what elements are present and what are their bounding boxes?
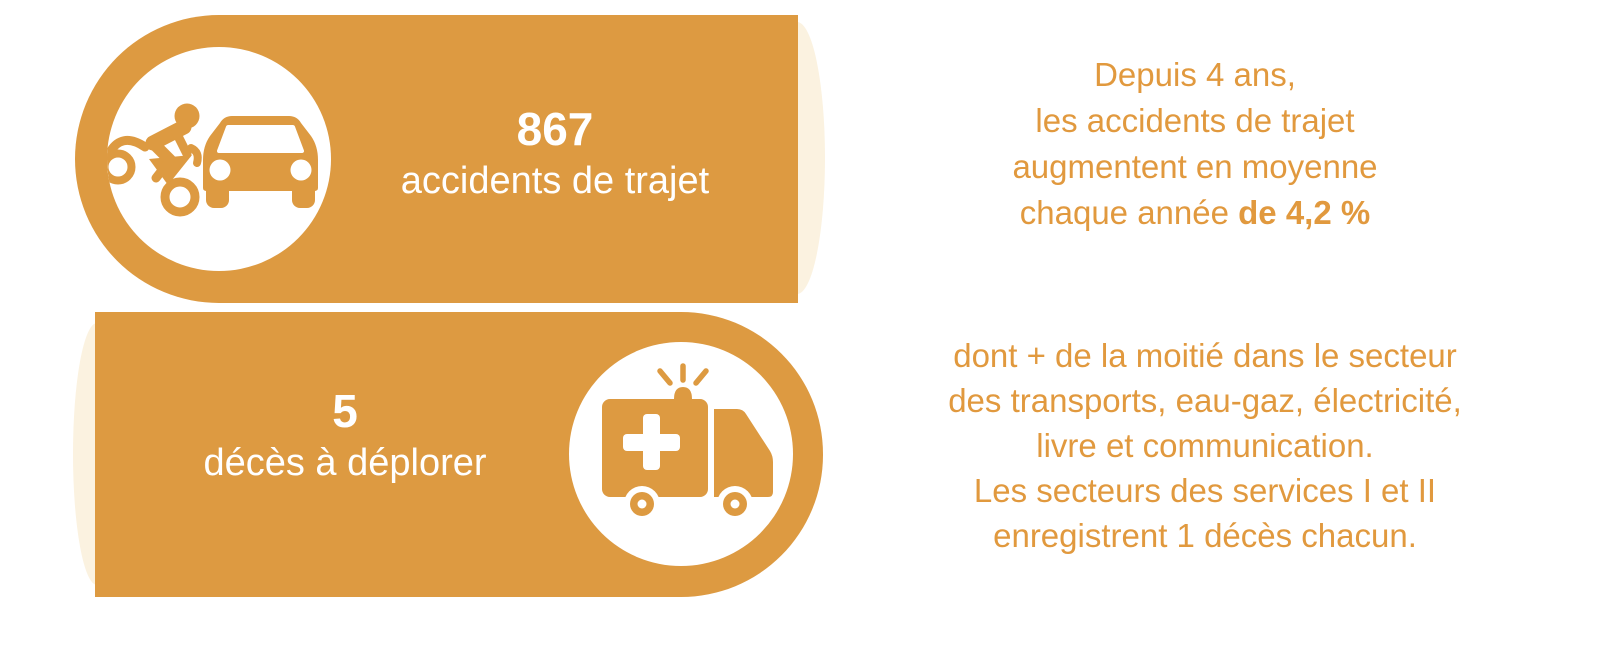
- trend-note-line: Depuis 4 ans,: [1094, 56, 1296, 93]
- trend-note-line: les accidents de trajet: [1035, 102, 1355, 139]
- trend-note: Depuis 4 ans, les accidents de trajet au…: [895, 52, 1495, 236]
- accidents-label: accidents de trajet: [400, 160, 710, 202]
- sector-note-line: livre et communication.: [1036, 427, 1374, 464]
- trend-note-line: augmentent en moyenne: [1012, 148, 1378, 185]
- sector-note-line: des transports, eau-gaz, électricité,: [948, 382, 1462, 419]
- top-card-text: 867 accidents de trajet: [360, 104, 750, 202]
- ambulance-icon: [569, 342, 793, 566]
- accidents-count: 867: [516, 103, 594, 155]
- sector-note: dont + de la moitié dans le secteur des …: [860, 333, 1550, 558]
- sector-note-line: Les secteurs des services I et II: [973, 472, 1437, 509]
- bottom-card-text: 5 décès à déplorer: [120, 386, 570, 484]
- trend-note-line: chaque année de 4,2 %: [1019, 194, 1371, 231]
- deaths-count: 5: [332, 385, 358, 437]
- sector-note-line: enregistrent 1 décès chacun.: [993, 517, 1417, 554]
- deaths-label: décès à déplorer: [203, 442, 487, 484]
- sector-note-line: dont + de la moitié dans le secteur: [953, 337, 1457, 374]
- trend-percentage: de 4,2 %: [1238, 194, 1371, 231]
- cyclist-car-collision-icon: [107, 47, 331, 271]
